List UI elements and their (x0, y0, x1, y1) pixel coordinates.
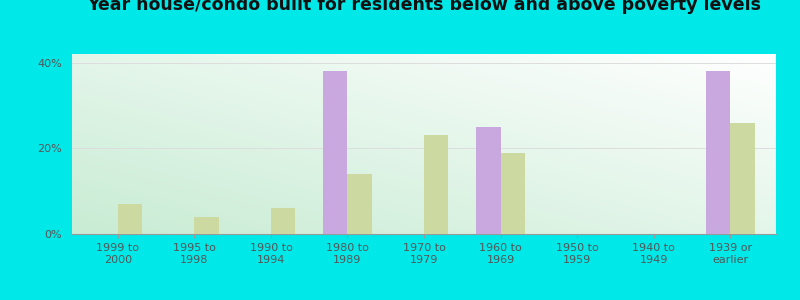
Bar (347, 174, 372, 234)
Bar (424, 135, 449, 234)
Bar (501, 153, 525, 234)
Bar (194, 217, 219, 234)
Bar (706, 71, 730, 234)
Bar (730, 123, 754, 234)
Bar (118, 204, 142, 234)
Title: Year house/condo built for residents below and above poverty levels: Year house/condo built for residents bel… (87, 0, 761, 14)
Bar (476, 127, 501, 234)
Bar (323, 71, 347, 234)
Bar (271, 208, 295, 234)
